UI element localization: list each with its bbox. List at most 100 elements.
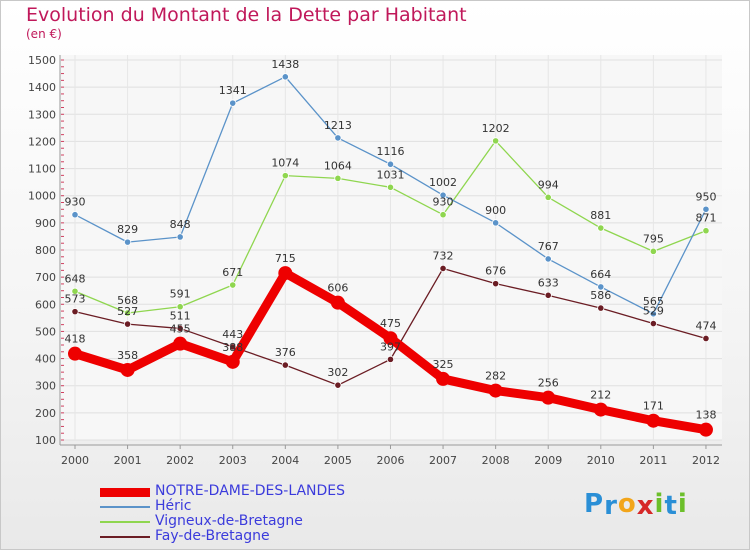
data-point [649, 319, 657, 328]
y-tick-label: 500 [35, 325, 56, 338]
x-tick-label: 2009 [534, 454, 562, 467]
x-tick-label: 2012 [692, 454, 720, 467]
data-label: 767 [538, 240, 559, 253]
logo-letter: i [654, 489, 665, 519]
data-label: 994 [538, 178, 559, 191]
data-point [698, 422, 713, 437]
chart-subtitle: (en €) [26, 27, 62, 41]
logo-letter: o [617, 489, 637, 519]
data-label: 676 [485, 265, 506, 278]
legend-item: Héric [100, 498, 400, 514]
line-chart: 100 200 300 400 500 600 700 800 900 1000 1100 1200 1… [28, 54, 722, 467]
data-point [593, 402, 608, 417]
x-tick-label: 2005 [324, 454, 352, 467]
data-point [439, 264, 447, 273]
data-label: 443 [222, 328, 243, 341]
chart-title: Evolution du Montant de la Dette par Hab… [26, 4, 467, 26]
data-point [597, 283, 605, 291]
data-point [68, 346, 82, 361]
data-label: 648 [65, 272, 86, 285]
data-label: 930 [433, 196, 454, 209]
x-tick-label: 2004 [271, 454, 299, 467]
data-point [123, 309, 132, 317]
data-label: 573 [65, 293, 86, 306]
data-point [123, 238, 132, 246]
data-label: 1438 [271, 58, 299, 71]
data-point [386, 183, 395, 191]
data-label: 376 [275, 346, 296, 359]
data-point [646, 413, 661, 428]
data-label: 171 [643, 400, 664, 413]
data-label: 568 [117, 294, 138, 307]
legend-label: Fay-de-Bretagne [155, 528, 270, 544]
data-point [383, 331, 398, 346]
data-point [439, 191, 447, 199]
data-label: 474 [695, 319, 716, 332]
data-point [544, 193, 552, 201]
data-point [176, 324, 184, 333]
x-tick-label: 2008 [482, 454, 510, 467]
y-tick-label: 1100 [28, 163, 56, 176]
data-label: 455 [170, 323, 191, 336]
data-point [488, 383, 503, 398]
data-label: 900 [485, 204, 506, 217]
data-label: 1116 [376, 145, 404, 158]
data-label: 1064 [324, 159, 352, 172]
data-label: 529 [643, 305, 664, 318]
data-label: 871 [695, 212, 716, 225]
logo-letter: r [604, 491, 618, 521]
data-point [229, 281, 237, 289]
y-tick-label: 600 [35, 298, 56, 311]
data-label: 527 [117, 305, 138, 318]
data-point [386, 160, 395, 168]
y-tick-label: 1200 [28, 135, 56, 148]
data-label: 1002 [429, 176, 457, 189]
data-label: 671 [222, 266, 243, 279]
legend-label: NOTRE-DAME-DES-LANDES [155, 483, 346, 499]
data-point [544, 255, 552, 263]
data-point [71, 308, 79, 316]
x-tick-label: 2000 [61, 454, 89, 467]
data-point [544, 291, 552, 299]
x-tick-label: 2003 [219, 454, 247, 467]
y-tick-label: 200 [35, 407, 56, 420]
logo-letter: P [584, 489, 605, 519]
data-point [597, 224, 605, 232]
data-point [120, 362, 135, 377]
data-label: 397 [380, 340, 401, 353]
x-tick-label: 2010 [587, 454, 615, 467]
legend-swatch [100, 487, 150, 497]
y-tick-label: 1000 [28, 190, 56, 203]
x-tick-label: 2002 [166, 454, 194, 467]
data-label: 302 [327, 366, 348, 379]
data-point [71, 287, 79, 295]
y-tick-label: 900 [35, 217, 56, 230]
y-tick-label: 1400 [28, 81, 56, 94]
data-label: 732 [433, 249, 454, 262]
data-point [597, 304, 605, 312]
data-point [439, 211, 447, 219]
y-tick-label: 300 [35, 380, 56, 393]
data-label: 664 [590, 268, 611, 281]
y-tick-label: 1300 [28, 108, 56, 121]
data-point [386, 355, 395, 363]
data-point [334, 134, 342, 142]
data-point [702, 227, 710, 235]
data-label: 475 [380, 317, 401, 330]
data-label: 795 [643, 232, 664, 245]
data-point [334, 174, 342, 182]
legend-swatch [100, 536, 150, 538]
data-point [173, 336, 188, 351]
data-point [229, 343, 237, 351]
data-label: 950 [695, 190, 716, 203]
y-tick-label: 800 [35, 244, 56, 257]
x-tick-label: 2006 [376, 454, 404, 467]
data-point [225, 354, 240, 369]
data-point [281, 73, 289, 81]
data-label: 358 [117, 349, 138, 362]
data-point [278, 266, 293, 281]
data-label: 591 [170, 288, 191, 301]
y-tick-label: 1500 [28, 54, 56, 67]
legend: NOTRE-DAME-DES-LANDES Héric Vigneux-de-Bre… [100, 483, 400, 544]
data-point [492, 137, 500, 145]
